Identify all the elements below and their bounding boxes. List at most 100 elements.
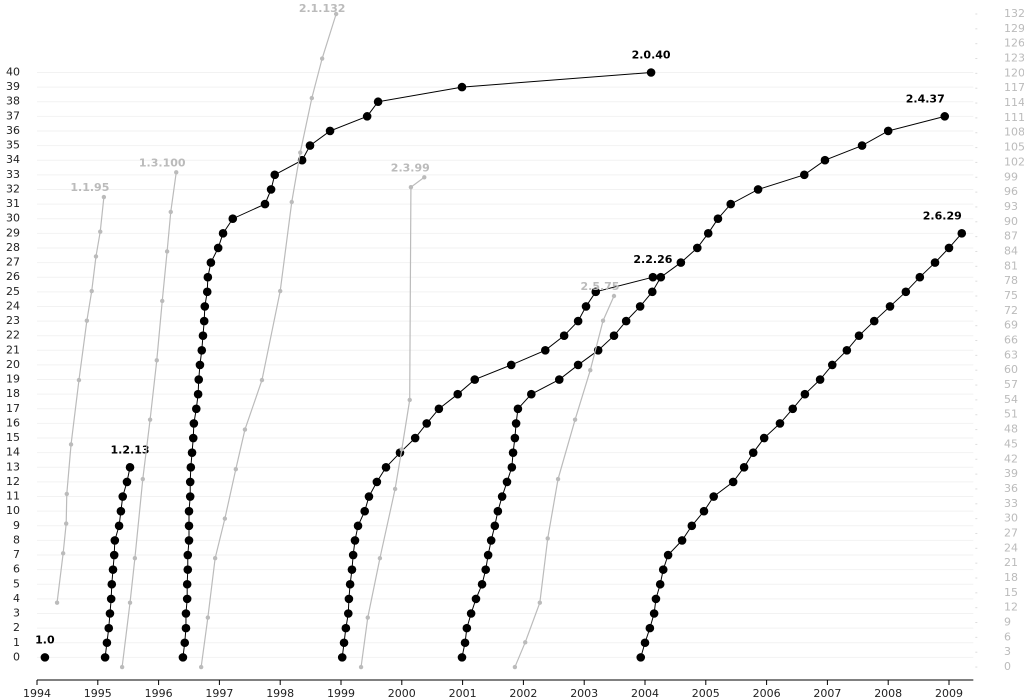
release-point [645, 623, 655, 633]
release-point [195, 360, 205, 370]
release-point [457, 82, 467, 92]
release-point [869, 316, 879, 326]
release-point [100, 653, 110, 662]
release-point [663, 550, 673, 560]
x-tick-label: 2002 [509, 687, 537, 700]
y-tick-label: 28 [6, 241, 20, 254]
y2-tick-label: 102 [1004, 155, 1024, 168]
release-point [854, 331, 864, 340]
release-point [118, 492, 128, 501]
release-point [183, 550, 193, 560]
release-point [60, 551, 66, 556]
series-label: 1.2.13 [111, 443, 150, 456]
release-point [106, 594, 116, 604]
y-tick-label: 34 [6, 153, 20, 166]
y2-tick-label: 120 [1004, 66, 1024, 79]
release-point [726, 199, 736, 209]
x-tick-label: 2005 [692, 687, 720, 700]
release-point [651, 594, 661, 604]
release-point [184, 536, 194, 545]
y-tick-label: 20 [6, 358, 20, 371]
release-point [289, 199, 294, 205]
y2-tick-label: 93 [1004, 200, 1018, 213]
release-point [68, 442, 74, 447]
y-tick-label: 14 [6, 446, 20, 459]
y-tick-label: 10 [6, 504, 20, 517]
release-point [901, 287, 911, 297]
release-point [410, 433, 420, 443]
release-point [523, 640, 528, 645]
y2-tick-label: 96 [1004, 185, 1018, 198]
release-point [63, 521, 69, 526]
release-point [799, 170, 809, 180]
y2-tick-label: 21 [1004, 556, 1018, 569]
release-point [362, 112, 372, 121]
release-point [759, 433, 769, 443]
release-point [101, 194, 107, 200]
release-point [930, 258, 940, 267]
release-point [490, 521, 500, 531]
y2-tick-label: 15 [1004, 586, 1018, 599]
release-point [800, 389, 810, 399]
release-point [110, 536, 120, 545]
y2-tick-label: 33 [1004, 497, 1018, 510]
y2-tick-label: 105 [1004, 141, 1024, 154]
release-point [511, 419, 521, 428]
y-tick-label: 9 [13, 519, 20, 532]
y2-tick-label: 18 [1004, 571, 1018, 584]
y-tick-label: 26 [6, 270, 20, 283]
release-point [588, 368, 593, 373]
release-point [108, 565, 118, 574]
series-line [461, 115, 945, 658]
release-point [507, 462, 517, 472]
release-point [298, 150, 303, 155]
release-point [98, 229, 103, 234]
release-point [202, 287, 212, 297]
y2-tick-label: 99 [1004, 170, 1018, 183]
x-tick-label: 1995 [84, 687, 112, 700]
release-point [392, 486, 398, 492]
release-point [181, 609, 191, 618]
y2-tick-label: 42 [1004, 452, 1018, 465]
release-point [573, 316, 583, 326]
release-point [677, 536, 687, 545]
release-point [609, 331, 619, 340]
release-point [581, 302, 591, 311]
release-point [636, 653, 646, 662]
release-point [527, 389, 536, 399]
release-point [753, 185, 763, 194]
release-point [481, 565, 491, 574]
release-point [555, 476, 561, 482]
y2-tick-label: 114 [1004, 96, 1024, 109]
release-point [466, 609, 476, 618]
release-point [309, 95, 315, 101]
release-point [114, 521, 124, 531]
y-tick-label: 33 [6, 168, 20, 181]
release-point [297, 155, 307, 165]
y2-tick-label: 54 [1004, 393, 1018, 406]
release-point [160, 298, 165, 304]
release-point [453, 389, 463, 399]
release-point [572, 417, 578, 422]
x-tick-label: 2009 [935, 687, 963, 700]
y-tick-label: 18 [6, 387, 20, 400]
release-point [184, 506, 194, 516]
y-tick-label: 11 [6, 490, 20, 503]
y2-tick-label: 126 [1004, 37, 1024, 50]
release-point [540, 346, 550, 355]
y2-tick-label: 69 [1004, 319, 1018, 332]
release-point [815, 375, 825, 384]
release-point [483, 550, 493, 560]
release-point [122, 477, 132, 487]
series-label: 1.0 [35, 633, 55, 646]
y-tick-label: 17 [6, 402, 20, 415]
release-point [183, 565, 193, 574]
x-tick-label: 1999 [327, 687, 355, 700]
y-tick-label: 4 [13, 592, 20, 605]
release-point [84, 318, 90, 323]
x-tick-label: 1994 [23, 687, 51, 700]
release-point [203, 272, 213, 282]
y2-tick-label: 111 [1004, 111, 1024, 124]
release-point [222, 516, 228, 521]
release-point [228, 214, 238, 224]
